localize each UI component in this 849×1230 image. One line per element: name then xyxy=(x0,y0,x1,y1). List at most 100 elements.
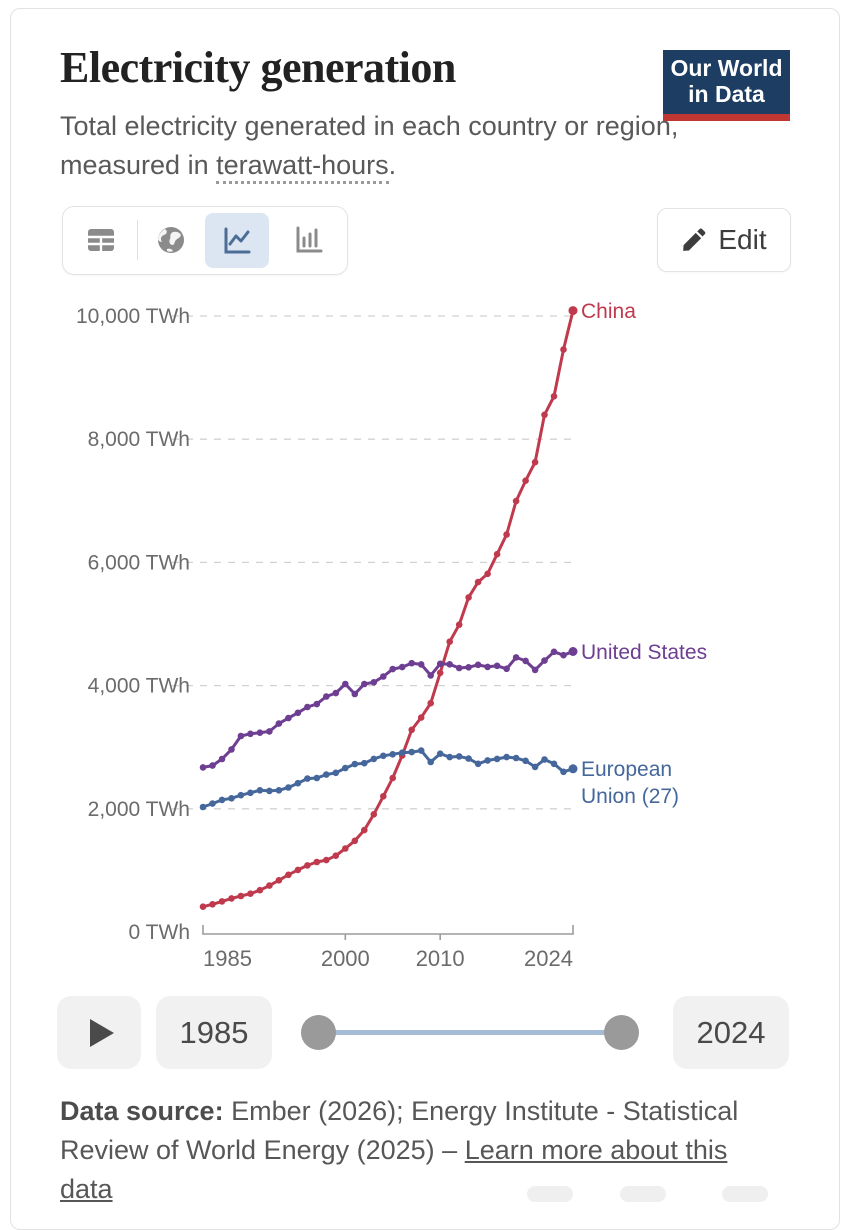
data-point[interactable] xyxy=(275,720,283,727)
data-point[interactable] xyxy=(199,803,207,811)
data-point[interactable] xyxy=(512,654,520,661)
data-point[interactable] xyxy=(209,762,216,769)
data-point[interactable] xyxy=(568,764,578,774)
data-point[interactable] xyxy=(247,730,254,738)
line-chart-plot[interactable]: 0 TWh 2,000 TWh 4,000 TWh 6,000 TWh 8,000 TW… xyxy=(0,280,849,980)
data-point[interactable] xyxy=(541,411,548,419)
data-point[interactable] xyxy=(560,651,567,659)
data-point[interactable] xyxy=(256,729,264,736)
data-point[interactable] xyxy=(465,755,472,762)
series-line-United States[interactable] xyxy=(202,650,574,769)
data-point[interactable] xyxy=(304,703,311,711)
data-point[interactable] xyxy=(342,680,349,688)
data-point[interactable] xyxy=(503,753,510,761)
tab-map[interactable] xyxy=(149,218,193,262)
data-point[interactable] xyxy=(389,665,397,673)
data-point[interactable] xyxy=(380,793,387,800)
data-point[interactable] xyxy=(351,837,359,845)
data-point[interactable] xyxy=(436,669,444,677)
data-point[interactable] xyxy=(370,755,378,763)
data-point[interactable] xyxy=(522,477,529,484)
data-point[interactable] xyxy=(332,769,340,777)
data-point[interactable] xyxy=(361,759,368,767)
data-point[interactable] xyxy=(503,665,510,673)
timeline-slider-track[interactable] xyxy=(318,1030,622,1035)
timeline-start-handle[interactable] xyxy=(301,1015,336,1050)
data-point[interactable] xyxy=(294,709,302,717)
data-point[interactable] xyxy=(474,661,482,669)
action-button-stub[interactable] xyxy=(527,1186,573,1202)
data-point[interactable] xyxy=(351,690,359,698)
data-point[interactable] xyxy=(446,753,454,761)
data-point[interactable] xyxy=(266,787,273,795)
data-point[interactable] xyxy=(417,661,425,668)
data-point[interactable] xyxy=(380,752,387,760)
data-point[interactable] xyxy=(465,664,472,671)
action-button-stub[interactable] xyxy=(722,1186,768,1202)
play-button[interactable] xyxy=(57,996,141,1069)
data-point[interactable] xyxy=(493,755,501,763)
data-point[interactable] xyxy=(332,689,340,697)
action-button-stub[interactable] xyxy=(620,1186,666,1202)
data-point[interactable] xyxy=(237,791,245,799)
data-point[interactable] xyxy=(474,578,482,586)
data-point[interactable] xyxy=(446,661,454,668)
data-point[interactable] xyxy=(275,877,283,884)
data-point[interactable] xyxy=(531,666,539,674)
data-point[interactable] xyxy=(417,714,425,721)
data-point[interactable] xyxy=(541,657,548,664)
data-point[interactable] xyxy=(408,748,416,756)
data-point[interactable] xyxy=(361,826,368,834)
data-point[interactable] xyxy=(389,751,397,758)
data-point[interactable] xyxy=(266,728,273,735)
edit-button[interactable]: Edit xyxy=(657,208,791,272)
data-point[interactable] xyxy=(568,647,578,656)
data-point[interactable] xyxy=(304,862,311,869)
data-point[interactable] xyxy=(389,774,397,782)
data-point[interactable] xyxy=(209,901,216,908)
data-point[interactable] xyxy=(228,746,235,753)
data-point[interactable] xyxy=(398,663,406,671)
data-point[interactable] xyxy=(228,795,235,802)
data-point[interactable] xyxy=(531,763,539,771)
data-point[interactable] xyxy=(256,787,264,794)
data-point[interactable] xyxy=(408,726,416,734)
data-point[interactable] xyxy=(550,648,558,656)
data-point[interactable] xyxy=(285,714,292,722)
data-point[interactable] xyxy=(285,871,292,879)
data-point[interactable] xyxy=(247,890,254,897)
data-point[interactable] xyxy=(531,458,539,466)
data-point[interactable] xyxy=(493,550,501,558)
data-point[interactable] xyxy=(455,664,463,672)
data-point[interactable] xyxy=(503,531,510,538)
data-point[interactable] xyxy=(522,657,529,665)
tab-table[interactable] xyxy=(79,218,123,262)
data-point[interactable] xyxy=(408,659,416,667)
tab-line-chart[interactable] xyxy=(205,213,269,268)
terawatt-hours-term-link[interactable]: terawatt-hours xyxy=(216,150,389,185)
data-point[interactable] xyxy=(436,660,444,668)
data-point[interactable] xyxy=(218,755,226,763)
data-point[interactable] xyxy=(427,758,435,766)
data-point[interactable] xyxy=(199,764,207,771)
data-point[interactable] xyxy=(266,882,273,889)
data-point[interactable] xyxy=(218,796,226,804)
timeline-slider[interactable] xyxy=(300,996,656,1069)
data-point[interactable] xyxy=(380,673,387,680)
data-point[interactable] xyxy=(247,789,254,797)
data-point[interactable] xyxy=(342,845,349,852)
data-point[interactable] xyxy=(228,895,235,902)
data-point[interactable] xyxy=(484,757,491,764)
data-point[interactable] xyxy=(512,497,520,505)
data-point[interactable] xyxy=(361,680,368,688)
data-point[interactable] xyxy=(455,621,463,628)
data-point[interactable] xyxy=(560,346,567,353)
timeline-start-year[interactable]: 1985 xyxy=(156,996,272,1069)
data-point[interactable] xyxy=(237,892,245,900)
data-point[interactable] xyxy=(512,754,520,762)
data-point[interactable] xyxy=(275,787,283,794)
data-point[interactable] xyxy=(313,700,321,708)
data-point[interactable] xyxy=(323,771,330,778)
data-point[interactable] xyxy=(351,760,359,768)
data-point[interactable] xyxy=(256,886,264,894)
